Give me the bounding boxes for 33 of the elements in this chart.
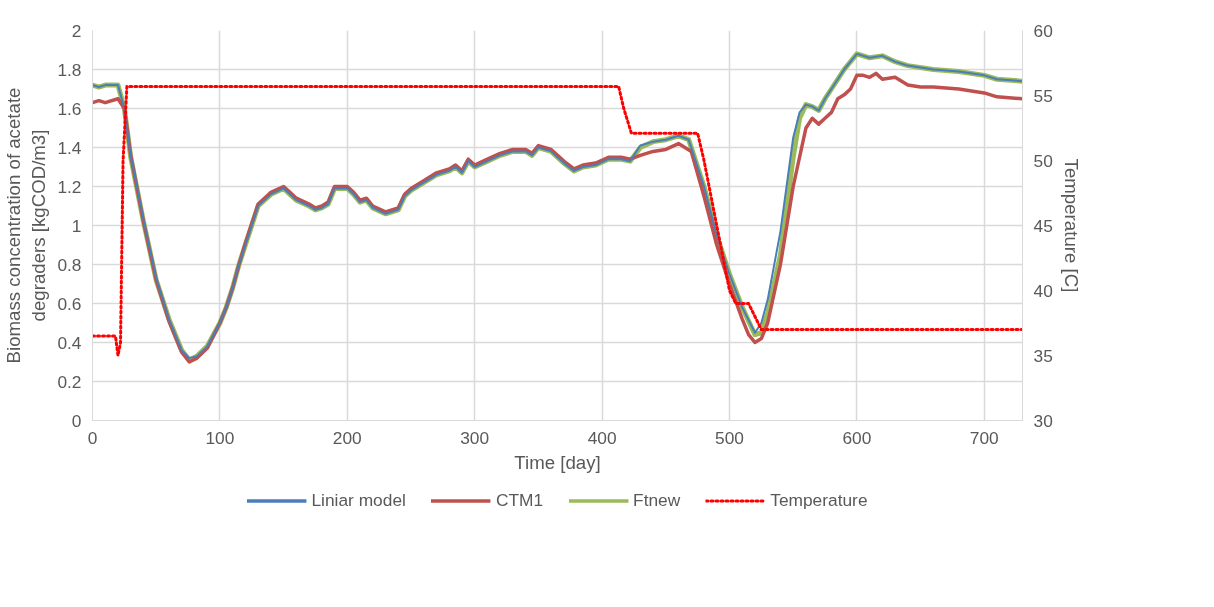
y-tick-label: 0 xyxy=(71,410,82,431)
x-tick-label: 500 xyxy=(715,427,744,448)
x-tick-label: 700 xyxy=(969,427,999,448)
y2-tick-label: 45 xyxy=(1033,215,1053,236)
x-tick-label: 100 xyxy=(205,427,235,448)
y2-tick-label: 60 xyxy=(1033,20,1053,41)
y-tick-label: 2 xyxy=(71,20,82,41)
legend-label: Temperature xyxy=(770,489,868,511)
y-tick-label: 1.4 xyxy=(57,137,82,158)
x-tick-label: 300 xyxy=(460,427,490,448)
y2-tick-label: 55 xyxy=(1033,85,1053,106)
y-tick-label: 1.8 xyxy=(57,59,82,80)
legend-label: CTM1 xyxy=(495,489,544,511)
y2-tick-label: 40 xyxy=(1033,280,1053,301)
x-axis-title: Time [day] xyxy=(514,451,601,473)
y-axis-title: Biomass concentration of acetate degraders [kgCOD/m3] xyxy=(3,87,50,364)
legend-label: Ftnew xyxy=(633,489,681,511)
y-tick-label: 1.6 xyxy=(57,98,82,119)
x-tick-label: 400 xyxy=(587,427,617,448)
x-tick-label: 0 xyxy=(87,427,98,448)
y2-tick-label: 35 xyxy=(1033,345,1053,366)
y2-tick-label: 30 xyxy=(1033,410,1053,431)
y-tick-label: 1.2 xyxy=(57,176,82,197)
y-tick-label: 0.2 xyxy=(57,371,82,392)
x-tick-label: 600 xyxy=(842,427,872,448)
y-tick-label: 1 xyxy=(71,215,82,236)
x-tick-label: 200 xyxy=(332,427,362,448)
y-tick-label: 0.4 xyxy=(57,332,82,353)
y-tick-label: 0.6 xyxy=(57,293,82,314)
y-tick-label: 0.8 xyxy=(57,254,82,275)
legend-label: Liniar model xyxy=(311,489,406,511)
y2-axis-title: Temperature [C] xyxy=(1060,158,1082,293)
y2-tick-label: 50 xyxy=(1033,150,1053,171)
